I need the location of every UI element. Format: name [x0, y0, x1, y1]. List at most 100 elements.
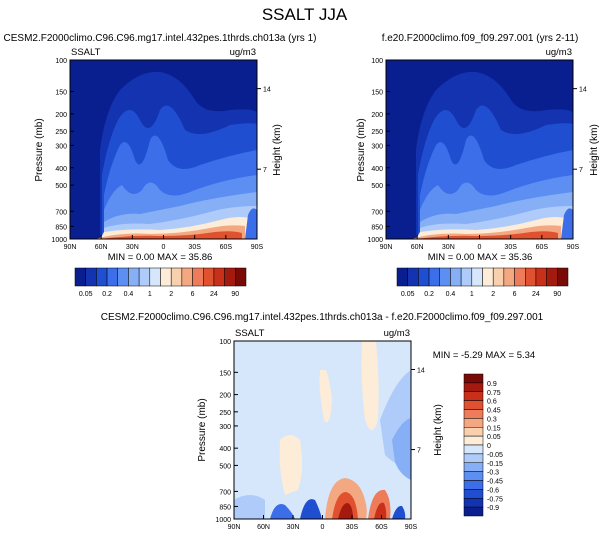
units-label: ug/m3 [546, 47, 572, 58]
y-tick-labels: 100 150 200 250 300 400 500 700 850 1000 [215, 339, 238, 524]
colorbar-swatch [160, 267, 172, 287]
y-tick-label: 700 [219, 489, 231, 496]
colorbar-label: -0.05 [487, 452, 503, 459]
x-tick-label: 90S [567, 244, 580, 251]
colorbar-label: 0.4 [446, 291, 456, 298]
y2-tick-label: 14 [579, 87, 587, 94]
colorbar-swatch [117, 267, 129, 287]
colorbar-label: 1 [148, 291, 152, 298]
colorbar-swatch [463, 453, 484, 463]
y-axis-label: Pressure (mb) [34, 118, 45, 181]
colorbar-swatch [463, 400, 484, 410]
colorbar-swatch [463, 462, 484, 472]
x-tick-label: 60S [220, 244, 233, 251]
min-max-stats: MIN = 0.00 MAX = 35.86 [108, 252, 213, 263]
y-tick-labels: 100 150 200 250 300 400 500 700 850 1000 [367, 58, 390, 244]
colorbar-swatch [463, 409, 484, 419]
y-tick-label: 850 [371, 224, 383, 231]
y2-tick-label: 7 [579, 167, 583, 174]
colorbar-label: 0.2 [102, 291, 112, 298]
colorbar: 0.05 0.2 0.4 1 2 6 24 90 [74, 267, 247, 298]
figure-title: SSALT JJA [262, 5, 348, 24]
y-tick-label: 1000 [215, 517, 231, 524]
y-axis-label: Pressure (mb) [356, 118, 367, 181]
x-tick-label: 30N [126, 244, 139, 251]
x-tick-label: 30S [188, 244, 201, 251]
y-tick-label: 850 [219, 504, 231, 511]
y-tick-label: 100 [371, 58, 383, 65]
colorbar-swatch [463, 382, 484, 392]
y-tick-label: 500 [219, 463, 231, 470]
y2-axis-label: Height (km) [272, 124, 283, 176]
x-tick-label: 60N [257, 524, 270, 531]
units-label: ug/m3 [230, 47, 256, 58]
y-tick-label: 100 [55, 58, 67, 65]
colorbar-swatch [525, 267, 537, 287]
colorbar-swatch [503, 267, 515, 287]
y2-axis-label: Height (km) [433, 404, 444, 456]
colorbar-swatch [463, 489, 484, 499]
colorbar-label: 2 [169, 291, 173, 298]
y-tick-label: 150 [55, 90, 67, 97]
x-tick-labels: 90N 60N 30N 0 30S 60S 90S [228, 515, 418, 531]
colorbar-label: 2 [491, 291, 495, 298]
y-tick-label: 250 [219, 410, 231, 417]
colorbar-swatch [128, 267, 140, 287]
y-tick-label: 400 [371, 166, 383, 173]
colorbar-swatch [492, 267, 505, 287]
x-tick-label: 90S [251, 244, 264, 251]
colorbar-swatch [138, 267, 151, 287]
colorbar-swatch [181, 267, 193, 287]
y2-tick-labels: 14 7 [573, 87, 587, 174]
x-tick-label: 60S [536, 244, 549, 251]
y2-tick-labels: 14 7 [411, 367, 425, 455]
colorbar-swatch [170, 267, 183, 287]
y-tick-label: 200 [219, 393, 231, 400]
x-tick-label: 30N [287, 524, 300, 531]
x-tick-label: 30S [504, 244, 517, 251]
x-tick-label: 0 [321, 524, 325, 531]
y-tick-label: 300 [55, 143, 67, 150]
colorbar-label: 1 [470, 291, 474, 298]
y-tick-label: 500 [55, 183, 67, 190]
colorbar-swatch [463, 427, 484, 437]
x-tick-label: 90N [380, 244, 393, 251]
colorbar-label: 0.05 [487, 434, 501, 441]
y-tick-label: 250 [371, 129, 383, 136]
colorbar-swatch [463, 435, 484, 446]
colorbar-label: 6 [191, 291, 195, 298]
colorbar-swatch [235, 267, 247, 287]
colorbar-swatch [463, 373, 484, 384]
colorbar-label: 0.15 [487, 425, 501, 432]
y-tick-label: 150 [371, 90, 383, 97]
colorbar-swatch [213, 267, 225, 287]
panel-title: f.e20.F2000climo.f09_f09.297.001 (yrs 2-… [382, 33, 579, 44]
colorbar-swatch [407, 267, 419, 287]
y-tick-label: 850 [55, 224, 67, 231]
y2-tick-label: 14 [417, 367, 425, 374]
colorbar-label: -0.9 [487, 505, 499, 512]
colorbar-swatch [418, 267, 430, 287]
colorbar-label: -0.75 [487, 496, 503, 503]
colorbar-swatch [450, 267, 462, 287]
colorbar-label: 0.75 [487, 390, 501, 397]
x-tick-label: 90S [405, 524, 418, 531]
y2-axis-label: Height (km) [589, 124, 600, 176]
colorbar-swatch [535, 267, 547, 287]
colorbar-swatch [463, 391, 484, 401]
y-tick-label: 1000 [367, 237, 383, 244]
colorbar-label: 0.05 [79, 291, 93, 298]
y-tick-label: 400 [55, 166, 67, 173]
colorbar-label: 0.45 [487, 408, 501, 415]
contour-field [386, 60, 573, 239]
colorbar-swatch [463, 480, 484, 490]
x-tick-label: 60S [375, 524, 388, 531]
colorbar-swatch [85, 267, 97, 287]
colorbar-swatch [546, 267, 558, 287]
panel-title: CESM2.F2000climo.C96.C96.mg17.intel.432p… [101, 312, 544, 323]
colorbar-label: 0.6 [487, 399, 497, 406]
panel-difference: CESM2.F2000climo.C96.C96.mg17.intel.432p… [101, 312, 544, 531]
contour-field [234, 341, 411, 519]
colorbar-label: 0.05 [401, 291, 415, 298]
y-tick-label: 400 [219, 446, 231, 453]
